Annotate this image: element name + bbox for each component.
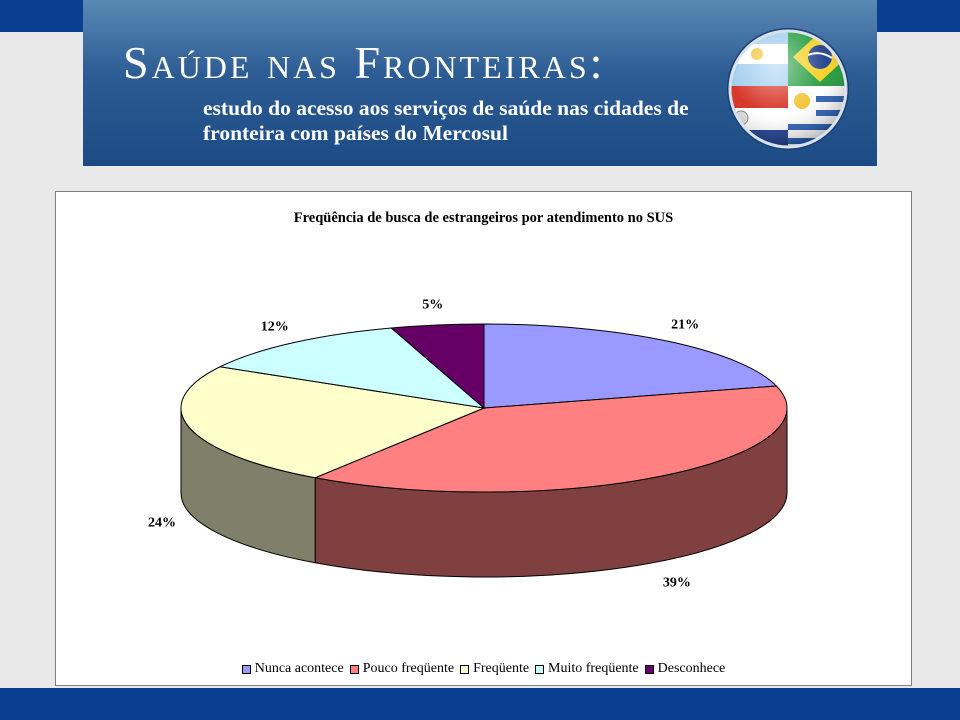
pie-slice-pouco-frequente [313, 385, 788, 493]
header-banner: Saúde nas Fronteiras: estudo do acesso a… [83, 0, 877, 166]
data-label-muito-frequente: 12% [261, 320, 289, 335]
legend-swatch [644, 664, 654, 674]
banner-title: Saúde nas Fronteiras: [123, 37, 606, 88]
legend-item-pouco-frequente: Pouco freqüente [349, 661, 455, 677]
legend-label: Nunca acontece [254, 661, 344, 676]
legend-item-desconhece: Desconhece [644, 661, 726, 677]
legend-swatch [349, 664, 359, 674]
mercosul-flags-globe-icon [727, 28, 849, 150]
pie-slice-desconhece [390, 323, 485, 410]
legend-item-muito-frequente: Muito freqüente [535, 661, 639, 677]
legend-label: Desconhece [657, 661, 726, 676]
pie-chart: 21% 39% 24% 12% 5% [148, 297, 788, 591]
chart-container: Freqüência de busca de estrangeiros por … [55, 191, 912, 686]
chart-legend: Nunca acontece Pouco freqüente Freqüente Mu… [56, 661, 911, 677]
legend-swatch [535, 664, 545, 674]
legend-label: Muito freqüente [548, 661, 639, 676]
legend-swatch [460, 664, 470, 674]
pie-slice-muito-frequente [218, 327, 486, 409]
pie-slice-frequente [180, 366, 486, 479]
banner-subtitle: estudo do acesso aos serviços de saúde n… [203, 96, 689, 145]
legend-label: Pouco freqüente [362, 661, 455, 676]
legend-item-frequente: Freqüente [460, 661, 529, 677]
data-label-desconhece: 5% [422, 297, 443, 312]
chart-title: Freqüência de busca de estrangeiros por … [293, 210, 674, 226]
data-label-pouco-frequente: 39% [663, 576, 691, 591]
bottom-bar [0, 688, 960, 720]
legend-swatch [241, 664, 251, 674]
data-label-nunca-acontece: 21% [671, 318, 699, 333]
pie-slice-nunca-acontece [483, 323, 778, 409]
legend-item-nunca-acontece: Nunca acontece [241, 661, 344, 677]
data-label-frequente: 24% [148, 515, 176, 530]
legend-label: Freqüente [473, 661, 530, 676]
